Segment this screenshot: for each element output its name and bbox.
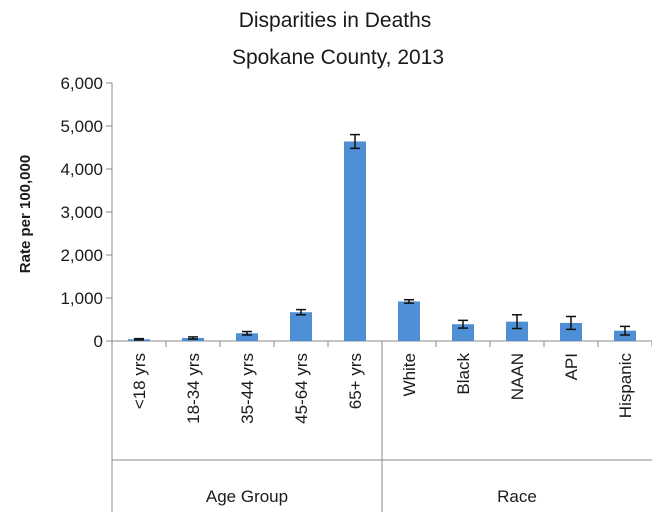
- y-tick-label: 3,000: [60, 203, 103, 222]
- group-label: Race: [497, 487, 537, 506]
- y-tick-label: 0: [94, 332, 103, 351]
- plot-area: 0 1,000 2,000 3,000 4,000 5,000 6,000 Age Group…: [60, 74, 652, 512]
- bar: [398, 301, 420, 341]
- category-label: 65+ yrs: [346, 353, 365, 409]
- category-label: White: [400, 353, 419, 396]
- category-label: Black: [454, 353, 473, 395]
- bar: [614, 330, 636, 341]
- category-label: Hispanic: [616, 353, 635, 419]
- y-tick-label: 4,000: [60, 160, 103, 179]
- bar: [560, 322, 582, 341]
- bar: [236, 333, 258, 341]
- category-label: API: [562, 353, 581, 380]
- group-label: Age Group: [206, 487, 288, 506]
- bar: [506, 321, 528, 341]
- bar: [452, 324, 474, 341]
- category-label: 35-44 yrs: [238, 353, 257, 424]
- bar: [290, 312, 312, 341]
- category-label: NAAN: [508, 353, 527, 400]
- y-tick-label: 2,000: [60, 246, 103, 265]
- category-label: 45-64 yrs: [292, 353, 311, 424]
- y-tick-label: 6,000: [60, 74, 103, 93]
- chart-subtitle: Spokane County, 2013: [232, 46, 444, 69]
- chart-title: Disparities in Deaths: [239, 9, 432, 32]
- y-axis-label: Rate per 100,000: [17, 155, 34, 273]
- bar: [344, 141, 366, 341]
- y-tick-label: 1,000: [60, 289, 103, 308]
- category-label: 18-34 yrs: [184, 353, 203, 424]
- category-label: <18 yrs: [130, 353, 149, 409]
- y-tick-label: 5,000: [60, 117, 103, 136]
